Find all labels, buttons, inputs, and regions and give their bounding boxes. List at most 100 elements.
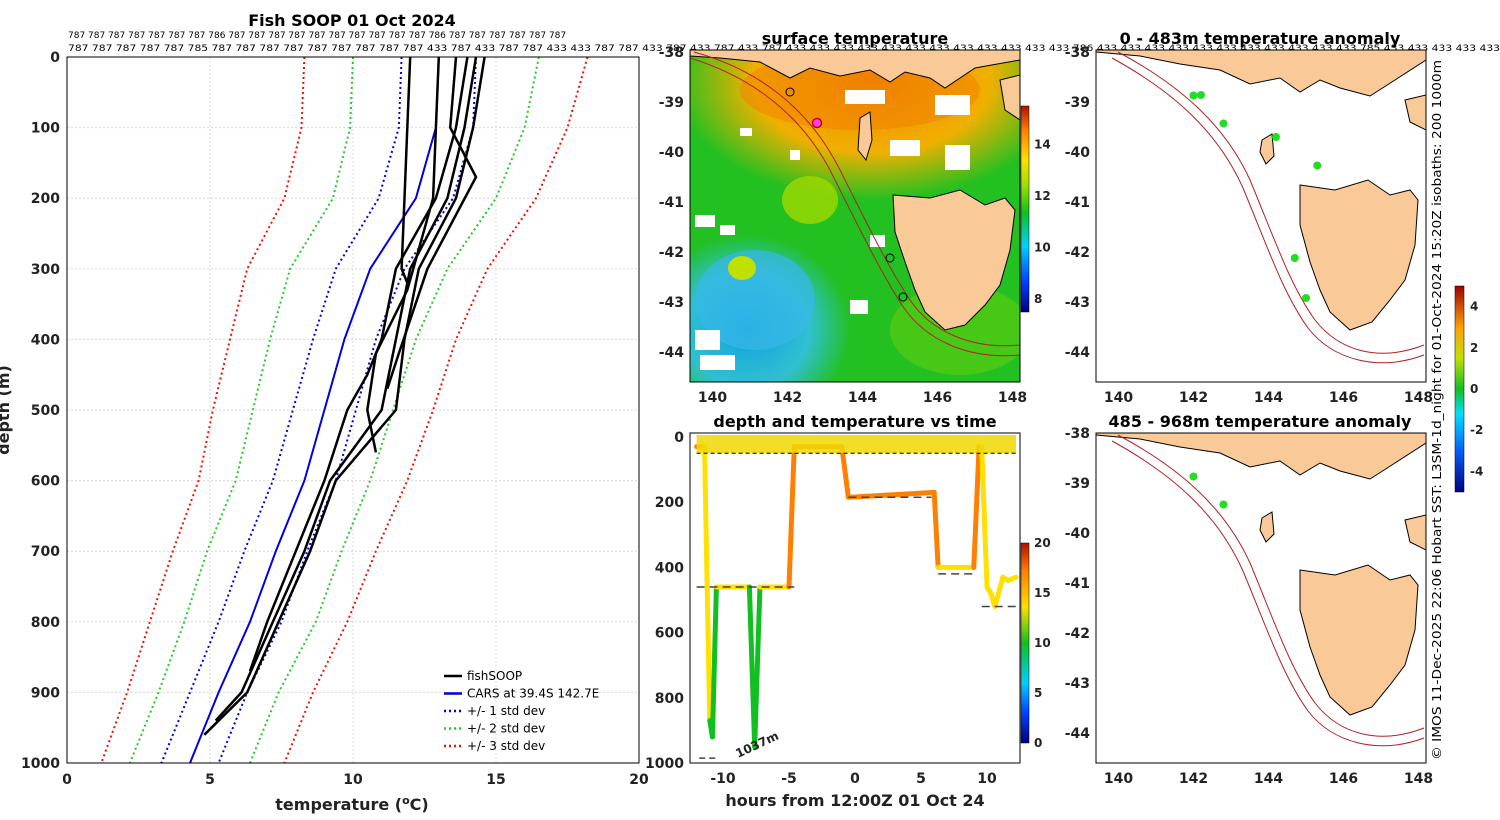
fishsoop-profile-line [203,56,486,736]
std2-upper-line [249,56,540,764]
anomaly-shallow-isobath-1000 [1111,57,1425,364]
time-x-tick: 0 [850,771,860,787]
map-lon-tick: 146 [923,390,952,406]
anomaly-deep-land-kingisland [1259,511,1275,543]
anomaly-shallow-title: 0 - 483m temperature anomaly [1120,29,1401,48]
anomaly-point [1313,161,1322,170]
map-lon-tick: 146 [1329,390,1358,406]
map-lon-tick: 144 [1254,390,1283,406]
sst-cool-eddy [695,250,815,350]
profile-y-tick: 500 [31,403,60,419]
depth-trace-segment [992,574,1006,610]
sst-front [782,176,838,224]
anomaly-point [1290,254,1299,262]
depth-trace-segment [786,444,797,590]
profile-x-tick: 15 [486,772,505,788]
depth-trace-segment [971,444,982,570]
map-lon-tick: 148 [1404,771,1433,787]
map-lat-tick: -39 [1065,95,1090,111]
map-lat-tick: -41 [1065,576,1090,592]
sst-colorbar-tick: 8 [1034,292,1042,306]
sst-title: surface temperature [762,29,949,48]
time-axes-box [689,432,1021,764]
sst-isobath-1000 [690,57,1020,357]
map-lon-tick: 140 [1104,390,1133,406]
sst-isobath-200 [693,51,1020,347]
anomaly-point [1197,91,1205,99]
profile-x-tick: 0 [62,772,72,788]
map-lat-tick: -40 [659,145,685,161]
credit-text: © IMOS 11-Dec-2025 22:06 Hobart SST: L3S… [1430,60,1444,760]
profile-y-label: depth (m) [0,365,13,455]
anomaly-shallow-land-east [1404,94,1426,131]
anomaly-colorbar-tick: 2 [1470,341,1478,355]
profile-x-tick: 5 [205,772,215,788]
depth-trace-segment [845,489,937,500]
map-lat-tick: -43 [659,295,684,311]
profile-y-tick: 100 [31,121,60,137]
anomaly-deep-ticks: 140 142 144 146 148 -38 -39 -40 -41 -42 -43 -44 [1065,426,1433,787]
anomaly-shallow-panel: 0 - 483m temperature anomaly 140 142 144 14… [1065,29,1484,493]
anomaly-deep-title: 485 - 968m temperature anomaly [1109,412,1412,431]
profile-y-ticks: 0 100 200 300 400 500 600 700 800 900 1000 [21,50,60,772]
sst-land-victoria [690,50,1020,89]
profile-y-tick: 800 [31,615,60,631]
profile-x-tick: 10 [343,772,363,788]
sst-station [898,292,908,302]
std1-lower-line [160,56,403,764]
time-y-tick: 800 [655,691,684,707]
profile-lines [100,56,589,764]
legend-label: +/- 3 std dev [467,739,545,753]
anomaly-deep-land-tasmania [1299,564,1419,716]
map-lat-tick: -38 [659,45,684,61]
map-lon-tick: 148 [1404,390,1433,406]
time-lines [694,435,1019,759]
time-x-tick: 5 [916,771,926,787]
map-lat-tick: -42 [1065,626,1090,642]
time-ticks: -10 -5 0 5 10 0 200 400 600 800 1000 0 5 10 15 20 [645,430,1051,787]
sst-colorbar [1020,105,1030,313]
sst-land-east [999,74,1020,121]
time-y-tick: 1000 [645,756,684,772]
map-lat-tick: -40 [1065,145,1091,161]
time-x-label: hours from 12:00Z 01 Oct 24 [725,791,984,810]
time-panel: depth and temperature vs time -10 -5 0 5 100… [645,412,1051,810]
anomaly-colorbar-tick: -2 [1470,423,1483,437]
map-lat-tick: -41 [1065,195,1090,211]
map-lat-tick: -38 [1065,426,1090,442]
anomaly-point [1219,500,1228,509]
anomaly-shallow-ticks: 140 142 144 146 148 -38 -39 -40 -41 -42 -43 -44 -4 -2… [1065,45,1484,478]
anomaly-point [1219,119,1228,128]
anomaly-deep-isobath-1000 [1111,440,1425,747]
top-labels-row2: 787 787 787 787 787 785 787 787 787 787 … [68,44,1500,54]
profile-y-tick: 200 [31,191,60,207]
anomaly-shallow-axes-box [1095,49,1427,383]
profile-title: Fish SOOP 01 Oct 2024 [248,11,456,30]
cars-line [189,56,440,764]
sst-colorbar-tick: 10 [1034,241,1051,255]
profile-x-tick: 20 [629,772,649,788]
sst-land-tasmania [892,189,1016,331]
time-colorbar-tick: 0 [1034,736,1042,750]
map-lon-tick: 144 [1254,771,1283,787]
depth-trace-segment [839,444,851,500]
map-lon-tick: 142 [1179,771,1208,787]
sst-station [885,253,895,263]
profile-y-tick: 400 [31,332,60,348]
map-lon-tick: 140 [1104,771,1133,787]
sst-axes-box [689,49,1021,383]
time-colorbar-tick: 15 [1034,586,1051,600]
anomaly-point [1302,294,1310,302]
depth-trace-segment [1005,574,1019,583]
anomaly-deep-isobath-200 [1117,434,1425,737]
anomaly-colorbar-tick: 0 [1470,382,1478,396]
depth-trace-segment [931,489,941,570]
sst-cars-location [811,117,823,129]
sst-colorbar-tick: 12 [1034,189,1051,203]
profile-axes-box [66,56,640,764]
anomaly-deep-panel: 485 - 968m temperature anomaly 140 142 144… [1065,412,1433,787]
sst-warm-eddy [728,256,756,280]
anomaly-deep-points [1189,472,1228,509]
map-lat-tick: -44 [659,345,685,361]
